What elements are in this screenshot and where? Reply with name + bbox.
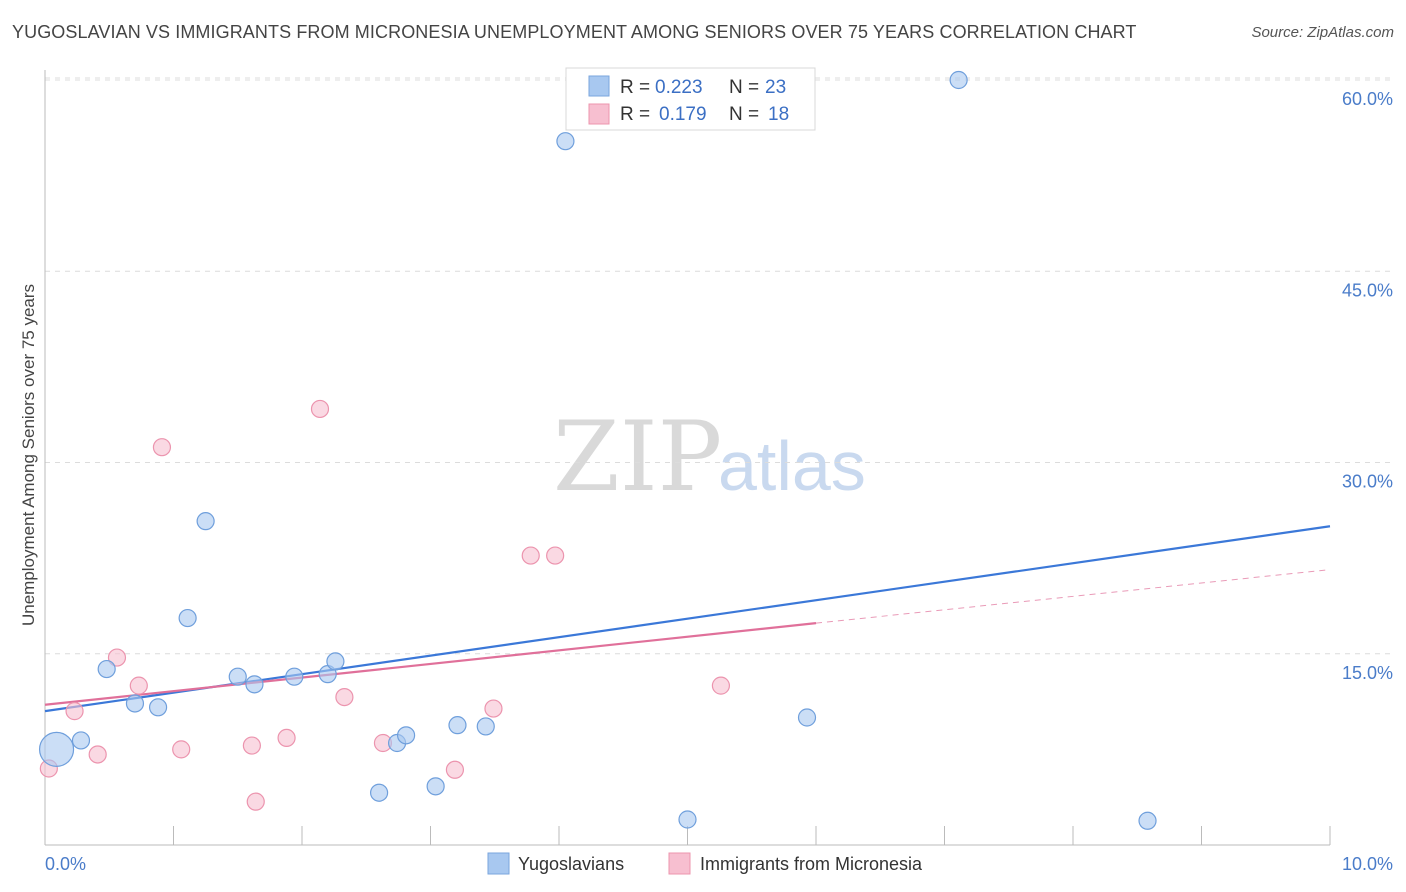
legend-swatch-micronesia [588, 103, 610, 125]
point-micronesia-7 [242, 736, 261, 755]
legend-swatch-yugoslavians [588, 75, 610, 97]
point-yugoslavians-18 [556, 132, 575, 151]
grid-lines [45, 77, 1392, 655]
point-yugoslavians-11 [326, 652, 345, 671]
watermark-zip: ZIP [553, 401, 722, 513]
chart-title: YUGOSLAVIAN VS IMMIGRANTS FROM MICRONESI… [12, 22, 1137, 42]
stats-legend: R = 0.223 N = 23 R = 0.179 N = 18 [565, 67, 816, 131]
point-yugoslavians-21 [949, 70, 968, 90]
legend-r-value-2: 0.179 [659, 104, 707, 125]
bottom-legend-swatch-micronesia [668, 852, 691, 875]
tick-labels: 15.0% 30.0% 45.0% 60.0% 0.0% 10.0% [45, 89, 1393, 874]
data-points [38, 70, 1157, 830]
point-yugoslavians-20 [797, 708, 817, 727]
x-tick-label-1: 10.0% [1342, 854, 1393, 874]
point-micronesia-16 [546, 546, 565, 565]
point-yugoslavians-3 [125, 694, 145, 713]
point-micronesia-10 [310, 399, 330, 419]
point-yugoslavians-9 [285, 667, 304, 686]
point-micronesia-11 [335, 687, 354, 707]
point-micronesia-1 [65, 702, 84, 721]
point-micronesia-3 [107, 648, 127, 667]
point-yugoslavians-5 [178, 608, 197, 628]
y-tick-label-1: 30.0% [1342, 472, 1393, 492]
point-micronesia-5 [172, 740, 191, 759]
point-micronesia-4 [129, 676, 148, 695]
series-legend: Yugoslavians Immigrants from Micronesia [487, 852, 923, 875]
point-yugoslavians-22 [1138, 811, 1157, 830]
trend-line-dashed-1 [815, 569, 1331, 624]
legend-r-label-2: R = [620, 104, 650, 125]
watermark-atlas: atlas [718, 427, 866, 505]
bottom-legend-label-micronesia: Immigrants from Micronesia [700, 854, 923, 874]
point-yugoslavians-12 [370, 783, 389, 802]
legend-n-label-2: N = [729, 104, 759, 125]
point-yugoslavians-4 [148, 698, 168, 717]
x-tick-label-0: 0.0% [45, 854, 86, 874]
point-micronesia-2 [88, 745, 107, 764]
legend-n-value-1: 23 [765, 77, 786, 98]
point-micronesia-17 [711, 676, 731, 695]
point-micronesia-9 [277, 728, 296, 748]
point-yugoslavians-7 [228, 667, 247, 686]
point-yugoslavians-6 [196, 512, 215, 531]
bottom-legend-swatch-yugoslavians [487, 852, 510, 875]
point-yugoslavians-19 [678, 810, 697, 829]
point-yugoslavians-15 [426, 777, 445, 796]
point-micronesia-15 [521, 546, 540, 565]
source-label: Source: ZipAtlas.com [1251, 24, 1394, 41]
legend-n-label-1: N = [729, 77, 759, 98]
legend-r-value-1: 0.223 [655, 77, 703, 98]
point-micronesia-6 [152, 438, 172, 457]
point-yugoslavians-14 [396, 726, 416, 745]
y-tick-label-0: 15.0% [1342, 663, 1393, 683]
point-yugoslavians-1 [71, 731, 91, 750]
point-micronesia-13 [445, 760, 465, 779]
point-micronesia-14 [484, 699, 503, 718]
legend-r-label-1: R = [620, 77, 650, 98]
point-yugoslavians-8 [245, 675, 264, 694]
point-micronesia-8 [246, 792, 265, 811]
point-yugoslavians-2 [97, 659, 116, 679]
legend-n-value-2: 18 [768, 104, 789, 125]
y-tick-label-2: 45.0% [1342, 280, 1393, 300]
point-yugoslavians-17 [476, 717, 495, 736]
y-axis-title: Unemployment Among Seniors over 75 years [19, 284, 38, 626]
y-tick-label-3: 60.0% [1342, 89, 1393, 109]
point-yugoslavians-0 [38, 731, 75, 767]
point-yugoslavians-16 [448, 716, 467, 735]
trend-line-1 [44, 622, 817, 706]
axes [44, 70, 1331, 846]
watermark: ZIP atlas [553, 401, 866, 513]
bottom-legend-label-yugoslavians: Yugoslavians [518, 854, 624, 874]
